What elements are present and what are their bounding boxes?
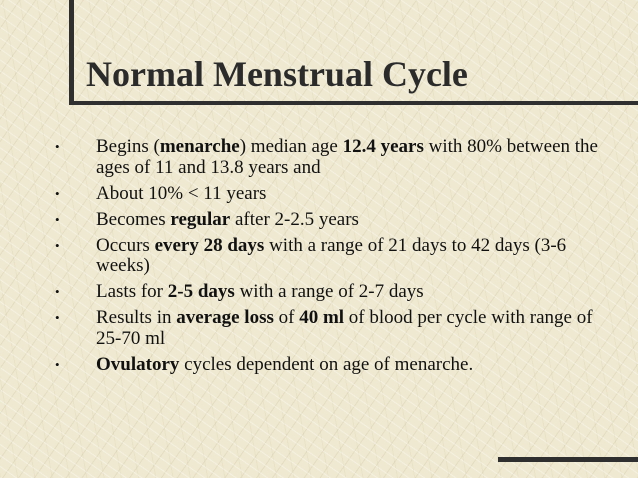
footer-accent-rule (498, 457, 638, 462)
bold-text-run: every 28 days (154, 234, 265, 256)
text-run: Lasts for (96, 281, 168, 302)
bullet-item-under-11: • About 10% < 11 years (0, 183, 638, 205)
bullet-text: Begins (menarche) median age 12.4 years … (96, 136, 598, 178)
bullet-item-regular: • Becomes regular after 2-2.5 years (0, 209, 638, 231)
bullet-point-icon: • (55, 185, 60, 201)
bullet-item-blood-loss: • Results in average loss of 40 ml of bl… (0, 307, 638, 349)
text-run: About 10% < 11 years (96, 182, 267, 204)
text-run: of blood per cycle with range of 25-70 m… (96, 307, 593, 349)
text-run: Begins ( (96, 136, 160, 157)
bullet-item-ovulatory: • Ovulatory cycles dependent on age of m… (0, 354, 638, 376)
bullet-list: • Begins (menarche) median age 12.4 year… (0, 136, 638, 381)
text-run: with a range of 21 days to 42 days (3-6 … (96, 234, 567, 276)
text-run: Becomes (96, 208, 171, 230)
bold-text-run: Ovulatory (96, 353, 180, 375)
bullet-text: Results in average loss of 40 ml of bloo… (96, 307, 593, 349)
text-run: of (273, 307, 300, 328)
slide-title: Normal Menstrual Cycle (86, 54, 468, 94)
text-run: after 2-2.5 years (230, 208, 359, 230)
bullet-text: Ovulatory cycles dependent on age of men… (96, 354, 473, 375)
bold-text-run: 40 ml (299, 307, 345, 328)
bullet-point-icon: • (55, 310, 60, 325)
bullet-item-menarche: • Begins (menarche) median age 12.4 year… (0, 136, 638, 178)
bold-text-run: menarche (159, 136, 240, 157)
bullet-point-icon: • (55, 237, 60, 253)
text-run: with a range of 2-7 days (234, 281, 424, 302)
text-run: Occurs (96, 234, 155, 256)
bullet-text: Occurs every 28 days with a range of 21 … (96, 235, 566, 277)
bullet-point-icon: • (55, 211, 60, 227)
bold-text-run: regular (170, 208, 231, 230)
text-run: ) median age (239, 136, 343, 157)
text-run: cycles dependent on age of menarche. (179, 353, 474, 375)
bullet-item-cycle-length: • Occurs every 28 days with a range of 2… (0, 235, 638, 277)
text-run: with 80% between the ages of 11 and 13.8… (96, 136, 598, 178)
bullet-text: Becomes regular after 2-2.5 years (96, 209, 359, 230)
bold-text-run: average loss (176, 307, 274, 328)
bold-text-run: 2-5 days (167, 281, 235, 302)
text-run: Results in (96, 307, 177, 328)
bold-text-run: 12.4 years (342, 136, 424, 157)
bullet-item-duration: • Lasts for 2-5 days with a range of 2-7… (0, 281, 638, 303)
bullet-point-icon: • (55, 139, 60, 154)
bullet-text: Lasts for 2-5 days with a range of 2-7 d… (96, 281, 424, 302)
bullet-text: About 10% < 11 years (96, 183, 266, 204)
vertical-accent-rule (69, 0, 74, 105)
bullet-point-icon: • (55, 284, 60, 299)
bullet-point-icon: • (55, 356, 60, 372)
title-underline-rule (69, 101, 638, 105)
